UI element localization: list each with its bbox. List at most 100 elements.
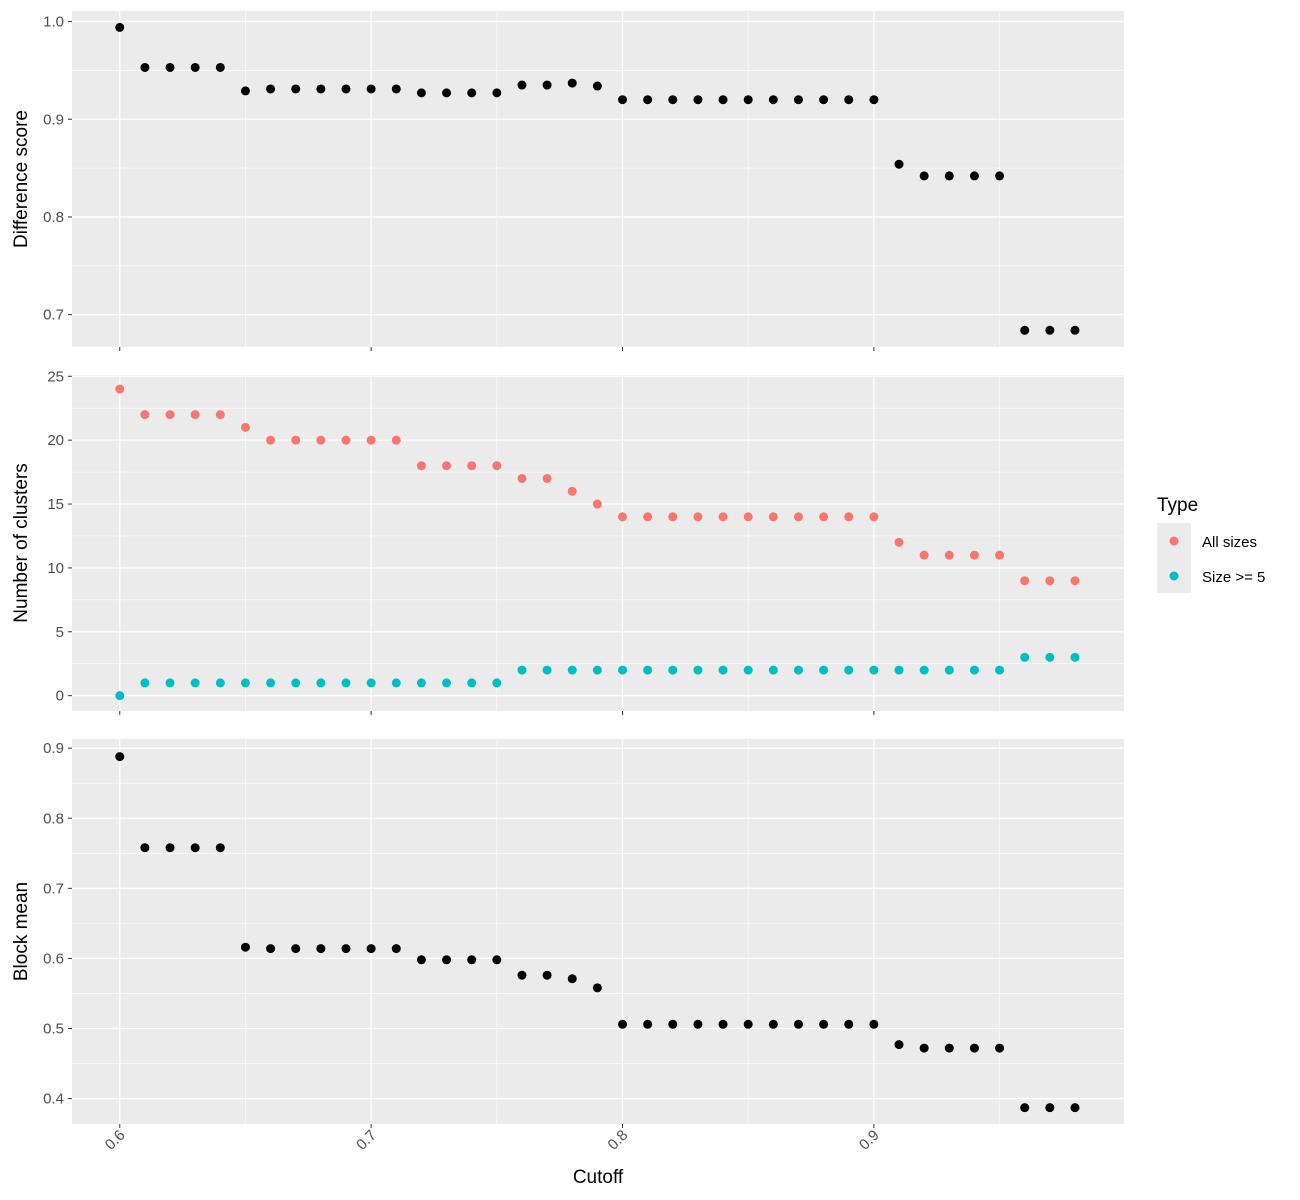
data-point-panel2-series2: [240, 678, 250, 688]
data-point-panel3-series1: [291, 944, 301, 954]
data-point-panel2-series1: [743, 512, 753, 522]
data-point-panel2-series2: [542, 665, 552, 675]
data-point-panel3-series1: [442, 955, 452, 965]
data-point-panel2-series2: [416, 678, 426, 688]
data-point-panel1-series1: [517, 80, 527, 90]
data-point-panel1-series1: [1045, 325, 1055, 335]
data-point-panel1-series1: [643, 95, 653, 105]
data-point-panel2-series2: [517, 665, 527, 675]
data-point-panel2-series1: [693, 512, 703, 522]
data-point-panel2-series1: [517, 473, 527, 483]
y-tick-label: 25: [47, 368, 64, 385]
legend-label-all-sizes: All sizes: [1202, 534, 1257, 551]
data-point-panel1-series1: [215, 62, 225, 72]
y-axis-title: Number of clusters: [11, 463, 32, 622]
data-point-panel3-series1: [240, 942, 250, 952]
data-point-panel2-series1: [995, 550, 1005, 560]
data-point-panel2-series2: [919, 665, 929, 675]
data-point-panel2-series2: [442, 678, 452, 688]
data-point-panel2-series2: [366, 678, 376, 688]
data-point-panel3-series1: [366, 944, 376, 954]
data-point-panel2-series2: [844, 665, 854, 675]
x-axis-title: Cutoff: [573, 1167, 624, 1188]
data-point-panel1-series1: [492, 88, 502, 98]
data-point-panel1-series1: [743, 95, 753, 105]
data-point-panel3-series1: [517, 970, 527, 980]
data-point-panel3-series1: [969, 1043, 979, 1053]
data-point-panel2-series2: [316, 678, 326, 688]
data-point-panel2-series1: [341, 435, 351, 445]
data-point-panel2-series2: [592, 665, 602, 675]
panel-2: 0 5 10 15 20 25 Number of clusters: [11, 368, 1124, 715]
data-point-panel3-series1: [416, 955, 426, 965]
y-tick-label: 10: [47, 560, 64, 577]
data-point-panel3-series1: [165, 843, 175, 853]
data-point-panel2-series2: [768, 665, 778, 675]
data-point-panel2-series2: [995, 665, 1005, 675]
data-point-panel1-series1: [266, 84, 276, 94]
data-point-panel3-series1: [919, 1043, 929, 1053]
data-point-panel3-series1: [140, 843, 150, 853]
data-point-panel3-series1: [492, 955, 502, 965]
data-point-panel3-series1: [793, 1019, 803, 1029]
data-point-panel3-series1: [266, 944, 276, 954]
data-point-panel1-series1: [668, 95, 678, 105]
data-point-panel3-series1: [115, 752, 125, 762]
y-tick-label: 0.6: [43, 950, 64, 967]
data-point-panel3-series1: [944, 1043, 954, 1053]
y-tick-label: 15: [47, 496, 64, 513]
data-point-panel1-series1: [115, 22, 125, 32]
legend-key-size-ge-5-icon: [1169, 571, 1179, 581]
data-point-panel3-series1: [542, 970, 552, 980]
data-point-panel1-series1: [894, 159, 904, 169]
data-point-panel1-series1: [693, 95, 703, 105]
data-point-panel3-series1: [1020, 1103, 1030, 1113]
data-point-panel2-series1: [266, 435, 276, 445]
data-point-panel3-series1: [391, 944, 401, 954]
panel-background: [72, 11, 1124, 347]
data-point-panel1-series1: [442, 88, 452, 98]
data-point-panel2-series2: [165, 678, 175, 688]
data-point-panel2-series1: [416, 461, 426, 471]
data-point-panel2-series2: [190, 678, 200, 688]
panels: 0.7 0.8 0.9 1.0 Difference score 0 5 10 15 20 25 Nu…: [11, 11, 1124, 1154]
data-point-panel2-series2: [467, 678, 477, 688]
data-point-panel2-series2: [341, 678, 351, 688]
data-point-panel3-series1: [743, 1019, 753, 1029]
data-point-panel2-series1: [944, 550, 954, 560]
data-point-panel1-series1: [995, 171, 1005, 181]
data-point-panel2-series1: [140, 410, 150, 420]
y-axis-title: Difference score: [11, 110, 32, 248]
data-point-panel2-series2: [643, 665, 653, 675]
legend-label-size-ge-5: Size >= 5: [1202, 569, 1265, 586]
y-tick-label: 0: [56, 688, 64, 705]
data-point-panel2-series2: [1020, 652, 1030, 662]
data-point-panel2-series2: [718, 665, 728, 675]
data-point-panel2-series2: [944, 665, 954, 675]
legend-title: Type: [1157, 495, 1198, 516]
data-point-panel2-series2: [492, 678, 502, 688]
y-tick-label: 5: [56, 624, 64, 641]
data-point-panel1-series1: [768, 95, 778, 105]
data-point-panel2-series2: [693, 665, 703, 675]
data-point-panel2-series2: [793, 665, 803, 675]
y-tick-label: 20: [47, 432, 64, 449]
data-point-panel1-series1: [341, 84, 351, 94]
data-point-panel2-series1: [442, 461, 452, 471]
data-point-panel2-series1: [190, 410, 200, 420]
data-point-panel1-series1: [869, 95, 879, 105]
data-point-panel3-series1: [592, 983, 602, 993]
data-point-panel2-series1: [215, 410, 225, 420]
data-point-panel1-series1: [1020, 325, 1030, 335]
data-point-panel2-series2: [894, 665, 904, 675]
panel-1: 0.7 0.8 0.9 1.0 Difference score: [11, 11, 1124, 351]
data-point-panel3-series1: [768, 1019, 778, 1029]
y-tick-label: 0.7: [43, 307, 64, 324]
panel-background: [72, 739, 1124, 1124]
data-point-panel3-series1: [718, 1019, 728, 1029]
data-point-panel2-series2: [215, 678, 225, 688]
data-point-panel2-series1: [316, 435, 326, 445]
data-point-panel3-series1: [819, 1019, 829, 1029]
data-point-panel1-series1: [316, 84, 326, 94]
